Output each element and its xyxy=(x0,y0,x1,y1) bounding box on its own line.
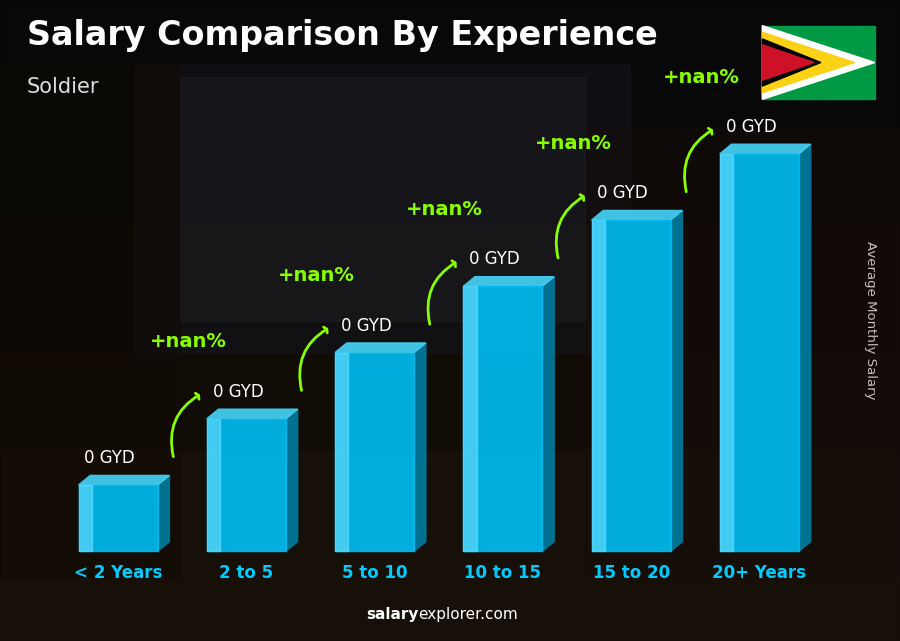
Bar xyxy=(78,485,158,551)
Text: 20+ Years: 20+ Years xyxy=(713,564,806,582)
Bar xyxy=(464,287,543,551)
Bar xyxy=(0,64,180,577)
Polygon shape xyxy=(762,45,814,80)
Text: salary: salary xyxy=(366,607,418,622)
Polygon shape xyxy=(464,277,554,287)
Bar xyxy=(762,26,875,99)
Text: Average Monthly Salary: Average Monthly Salary xyxy=(864,241,877,400)
Polygon shape xyxy=(335,343,426,353)
Bar xyxy=(207,419,220,551)
Text: 5 to 10: 5 to 10 xyxy=(342,564,408,582)
Bar xyxy=(0,224,900,449)
Bar xyxy=(207,419,286,551)
Text: 10 to 15: 10 to 15 xyxy=(464,564,542,582)
Polygon shape xyxy=(78,476,169,485)
Text: explorer.com: explorer.com xyxy=(418,607,518,622)
Polygon shape xyxy=(591,210,682,220)
Text: 15 to 20: 15 to 20 xyxy=(592,564,670,582)
Text: +nan%: +nan% xyxy=(535,134,611,153)
Bar xyxy=(591,220,670,551)
Text: Salary Comparison By Experience: Salary Comparison By Experience xyxy=(27,19,658,52)
Text: 2 to 5: 2 to 5 xyxy=(220,564,274,582)
Text: +nan%: +nan% xyxy=(149,333,227,351)
Polygon shape xyxy=(207,409,298,419)
Text: < 2 Years: < 2 Years xyxy=(74,564,162,582)
Text: 0 GYD: 0 GYD xyxy=(341,317,392,335)
Text: 0 GYD: 0 GYD xyxy=(469,251,520,269)
Polygon shape xyxy=(543,277,554,551)
Polygon shape xyxy=(670,210,682,551)
Bar xyxy=(720,154,799,551)
Polygon shape xyxy=(762,39,821,86)
Bar xyxy=(591,220,605,551)
Text: 0 GYD: 0 GYD xyxy=(725,118,777,136)
Bar xyxy=(464,287,477,551)
Text: +nan%: +nan% xyxy=(278,266,355,285)
Polygon shape xyxy=(158,476,169,551)
Polygon shape xyxy=(286,409,298,551)
Bar xyxy=(135,64,630,353)
Text: +nan%: +nan% xyxy=(406,200,483,219)
Bar xyxy=(180,77,585,320)
Polygon shape xyxy=(762,26,875,99)
Bar xyxy=(585,128,900,577)
Polygon shape xyxy=(799,144,811,551)
Text: Soldier: Soldier xyxy=(27,77,100,97)
Text: +nan%: +nan% xyxy=(662,67,740,87)
Text: 0 GYD: 0 GYD xyxy=(85,449,135,467)
Bar xyxy=(335,353,348,551)
Bar xyxy=(335,353,414,551)
Polygon shape xyxy=(762,32,854,93)
Polygon shape xyxy=(414,343,426,551)
Polygon shape xyxy=(720,144,811,154)
Bar xyxy=(0,353,900,641)
Bar xyxy=(78,485,92,551)
Text: 0 GYD: 0 GYD xyxy=(212,383,264,401)
Bar xyxy=(720,154,733,551)
Text: 0 GYD: 0 GYD xyxy=(598,184,648,202)
